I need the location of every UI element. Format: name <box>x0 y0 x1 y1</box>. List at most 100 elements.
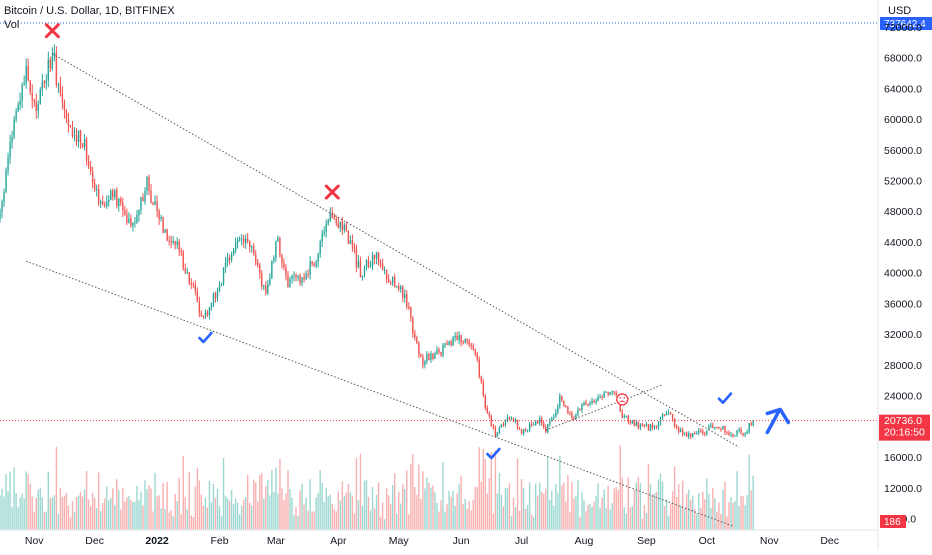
candle-body <box>285 267 287 276</box>
volume-bar <box>633 489 636 530</box>
candle-body <box>375 252 378 259</box>
volume-bar <box>450 496 452 530</box>
volume-bar <box>577 480 579 530</box>
candle-body <box>452 337 454 346</box>
volume-bar <box>637 476 640 530</box>
x-mark-icon <box>44 23 60 39</box>
candle-body <box>67 119 70 126</box>
volume-bar <box>166 482 168 530</box>
candle-body <box>305 274 307 280</box>
candle-body <box>89 166 92 172</box>
volume-bar <box>351 495 354 530</box>
volume-bar <box>279 458 281 530</box>
candle-body <box>361 275 364 278</box>
volume-bar <box>309 479 311 530</box>
volume-bar <box>698 492 700 530</box>
volume-bar <box>373 508 376 530</box>
volume-bar <box>277 493 279 530</box>
volume-bar <box>341 481 344 530</box>
volume-bar <box>95 508 98 530</box>
candle-body <box>253 246 255 255</box>
volume-bar <box>220 516 223 530</box>
candle-body <box>99 201 102 204</box>
candle-body <box>379 263 382 265</box>
candle-body <box>293 275 295 277</box>
volume-bar <box>536 495 539 530</box>
candle-body <box>351 240 354 247</box>
volume-bar <box>91 492 94 530</box>
candle-body <box>367 260 370 267</box>
candle-body <box>422 356 424 365</box>
candle-body <box>450 341 452 346</box>
candle-body <box>45 80 48 84</box>
candle-body <box>639 424 642 429</box>
volume-bar <box>615 487 617 530</box>
candle-body <box>63 102 66 111</box>
volume-bar <box>65 492 68 530</box>
candle-body <box>609 392 611 395</box>
candle-body <box>371 254 374 267</box>
volume-bar <box>502 506 505 530</box>
volume-bar <box>551 490 553 530</box>
candle-body <box>466 338 468 342</box>
volume-bar <box>601 497 603 530</box>
volume-bar <box>714 498 716 530</box>
volume-bar <box>540 491 543 530</box>
y-tick-label: 60000.0 <box>884 114 922 126</box>
candle-body <box>681 429 684 435</box>
candle-body <box>406 294 408 307</box>
volume-bar <box>128 495 130 530</box>
volume-bar <box>681 480 684 530</box>
candle-body <box>337 223 340 228</box>
volume-bar <box>706 478 708 530</box>
candle-body <box>440 351 442 356</box>
candle-body <box>575 414 577 419</box>
volume-bar <box>13 467 15 530</box>
volume-bar <box>702 491 704 530</box>
candle-body <box>708 426 710 431</box>
candle-body <box>430 353 432 361</box>
volume-bar <box>164 509 166 530</box>
volume-bar <box>617 490 619 530</box>
volume-bar <box>730 497 732 530</box>
candle-body <box>508 417 511 420</box>
candle-body <box>536 421 539 424</box>
candle-body <box>426 353 428 362</box>
volume-bar <box>154 472 156 530</box>
x-tick-label: May <box>389 535 410 547</box>
candle-body <box>110 190 112 201</box>
volume-bar <box>579 516 581 530</box>
trendline[interactable] <box>52 53 740 448</box>
volume-bar <box>101 503 104 530</box>
candle-body <box>220 284 223 286</box>
volume-bar <box>158 495 160 530</box>
candle-body <box>738 429 740 431</box>
candle-body <box>261 273 263 287</box>
candle-body <box>101 201 104 205</box>
volume-bar <box>414 486 416 530</box>
candle-body <box>454 335 456 338</box>
candle-body <box>21 85 23 101</box>
y-tick-label: 36000.0 <box>884 298 922 310</box>
volume-bar <box>575 496 577 530</box>
candle-body <box>218 285 221 291</box>
candle-body <box>287 275 289 288</box>
volume-bar <box>357 500 360 530</box>
candle-body <box>663 414 666 416</box>
volume-bar <box>611 503 613 530</box>
volume-bar <box>335 511 338 530</box>
candle-body <box>158 210 160 219</box>
volume-bar <box>319 470 321 530</box>
candle-body <box>172 241 174 243</box>
volume-bar <box>138 500 140 530</box>
volume-bar <box>484 459 487 530</box>
volume-bar <box>21 493 23 530</box>
volume-bar <box>468 501 470 530</box>
volume-bar <box>295 507 297 530</box>
candle-body <box>343 224 346 230</box>
volume-bar <box>462 504 464 530</box>
candle-body <box>543 423 545 427</box>
x-tick-label: 2022 <box>145 535 169 547</box>
candle-body <box>420 354 422 357</box>
